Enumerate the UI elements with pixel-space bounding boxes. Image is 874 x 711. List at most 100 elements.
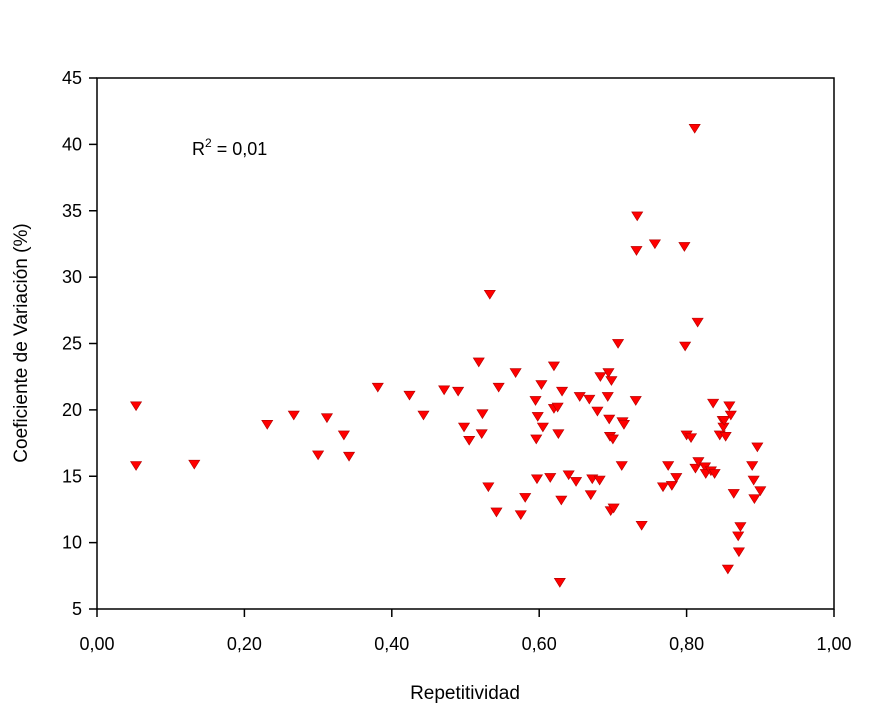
scatter-point [754, 486, 767, 497]
scatter-point [615, 461, 628, 471]
scatter-point [631, 211, 644, 222]
scatter-point [594, 372, 607, 382]
scatter-point [629, 396, 642, 406]
scatter-point [751, 442, 764, 453]
y-tick-label: 45 [62, 68, 82, 88]
scatter-point [438, 385, 451, 396]
scatter-point [130, 461, 143, 471]
scatter-point [552, 429, 565, 440]
scatter-point [747, 475, 760, 486]
scatter-point [287, 410, 300, 421]
scatter-point [555, 495, 568, 506]
scatter-point [562, 470, 575, 481]
x-tick-label: 0,40 [374, 634, 409, 654]
y-tick-label: 35 [62, 201, 82, 221]
scatter-point [707, 398, 720, 409]
scatter-point [602, 368, 615, 378]
scatter-point [343, 451, 356, 462]
x-tick-label: 0,80 [669, 634, 704, 654]
scatter-point [482, 482, 495, 493]
scatter-point [656, 482, 670, 493]
r-squared-annotation: R2 = 0,01 [192, 136, 267, 159]
scatter-point [601, 392, 614, 402]
scatter-point [593, 475, 606, 486]
scatter-point [605, 376, 618, 386]
x-tick-label: 0,00 [79, 634, 114, 654]
scatter-point [553, 578, 566, 588]
y-tick-label: 5 [72, 599, 82, 619]
scatter-point [492, 382, 505, 393]
scatter-point [603, 414, 616, 425]
scatter-point [483, 289, 496, 300]
y-tick-labels: 5 10 15 20 25 30 35 40 45 [62, 68, 82, 619]
scatter-point [476, 409, 489, 420]
y-axis-title: Coeficiente de Variación (%) [11, 223, 32, 462]
scatter-point [691, 317, 704, 328]
scatter-point [337, 430, 350, 441]
plot-area-frame [96, 77, 835, 610]
axis-ticks [89, 77, 835, 617]
scatter-point [530, 474, 544, 485]
y-tick-label: 25 [62, 334, 82, 354]
scatter-point [723, 401, 736, 412]
scatter-point [684, 433, 698, 443]
scatter-point [591, 406, 604, 417]
scatter-point [748, 494, 761, 505]
scatter-point [719, 431, 732, 442]
scatter-point [514, 510, 527, 520]
scatter-point [530, 434, 543, 445]
scatter-point [403, 390, 416, 401]
scatter-point [678, 242, 691, 252]
scatter-point [531, 412, 544, 422]
scatter-point [535, 380, 548, 390]
y-tick-label: 15 [62, 466, 82, 486]
scatter-point [188, 459, 201, 470]
scatter-point [519, 493, 532, 503]
scatter-point [724, 410, 737, 421]
x-tick-label: 0,20 [227, 634, 262, 654]
scatter-point [320, 413, 333, 424]
scatter-point [734, 522, 747, 532]
scatter-point [509, 368, 522, 378]
scatter-point [547, 361, 560, 372]
r-squared-base: R [192, 139, 205, 159]
scatter-point [718, 416, 731, 426]
scatter-point [662, 461, 675, 471]
scatter-point [665, 481, 678, 491]
scatter-point [583, 394, 596, 405]
x-tick-label: 0,60 [522, 634, 557, 654]
y-tick-label: 10 [62, 533, 82, 553]
r-squared-superscript: 2 [205, 136, 212, 150]
scatter-point [635, 520, 648, 531]
scatter-point [556, 386, 569, 397]
scatter-point [688, 124, 701, 134]
scatter-point [727, 489, 740, 499]
scatter-point [529, 396, 542, 406]
x-tick-labels: 0,00 0,20 0,40 0,60 0,80 1,00 [79, 634, 851, 654]
scatter-point [692, 457, 705, 467]
r-squared-value: = 0,01 [212, 139, 268, 159]
scatter-point [570, 477, 583, 487]
x-tick-label: 1,00 [816, 634, 851, 654]
scatter-point [689, 463, 702, 474]
scatter-point [536, 422, 549, 433]
scatter-point [612, 339, 625, 349]
scatter-point [457, 422, 471, 433]
scatter-point [617, 420, 630, 430]
scatter-point [551, 402, 564, 413]
scatter-point [648, 239, 661, 250]
scatter-point [544, 473, 557, 483]
scatter-point [584, 490, 597, 501]
scatter-point [679, 341, 692, 352]
scatter-point [732, 531, 745, 542]
scatter-point [261, 420, 274, 430]
scatter-point [721, 564, 734, 575]
scatter-point [573, 392, 586, 402]
scatter-point [746, 461, 759, 471]
scatter-point [708, 469, 721, 479]
scatter-point [670, 473, 683, 483]
scatter-point [490, 507, 503, 518]
scatter-point [732, 547, 745, 558]
scatter-point [606, 434, 619, 445]
